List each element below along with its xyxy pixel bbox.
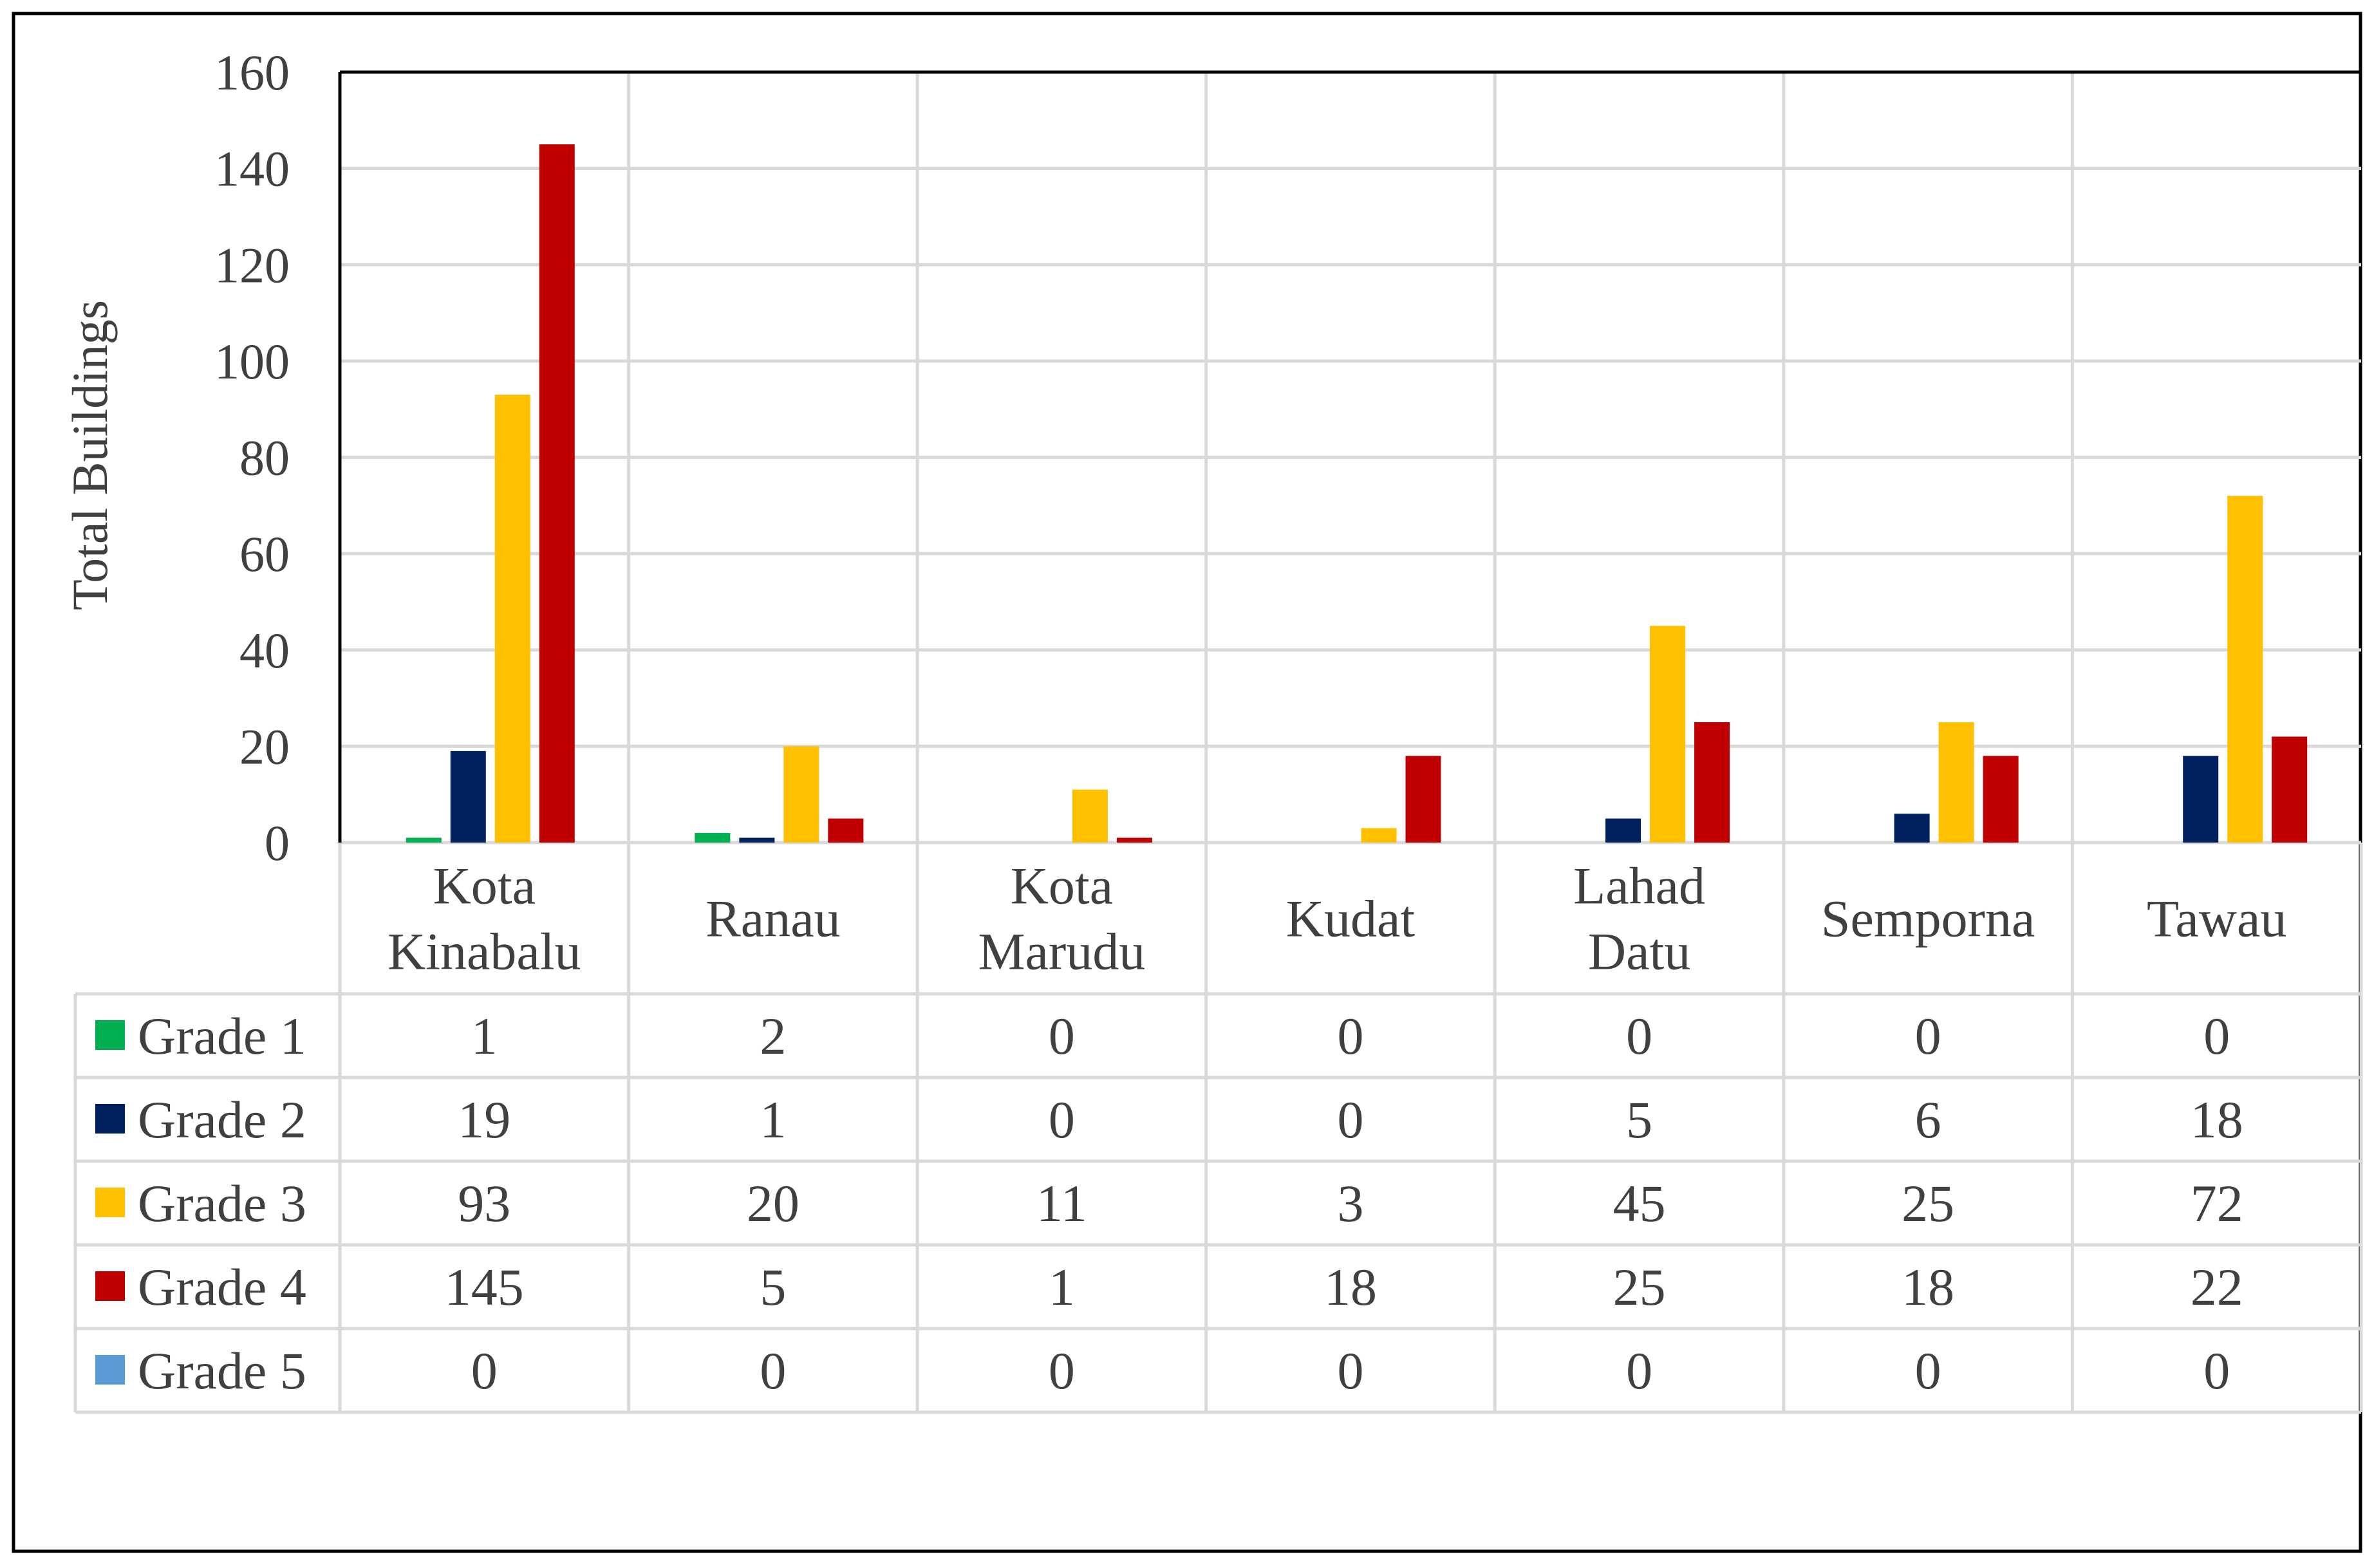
table-value: 0 (2203, 1007, 2230, 1065)
bar-grade-3 (2227, 496, 2263, 843)
category-label: Kota (1011, 857, 1113, 915)
series-name: Grade 4 (138, 1258, 306, 1316)
table-value: 0 (1915, 1341, 1941, 1400)
table-value: 93 (458, 1174, 510, 1233)
y-tick-label: 60 (239, 526, 290, 582)
table-value: 45 (1613, 1174, 1666, 1233)
axes: 0 20 40 60 80 100 120 140 160 (214, 44, 2361, 871)
category-label: Kota (433, 857, 536, 915)
table-value: 18 (2191, 1090, 2243, 1149)
category-label: Tawau (2147, 890, 2286, 948)
series-name: Grade 1 (138, 1007, 306, 1065)
data-table: Kota Kinabalu Ranau Kota Marudu Kudat Lahad Dat… (95, 857, 2286, 1400)
y-tick-label: 160 (214, 44, 290, 100)
table-value: 0 (1049, 1090, 1075, 1149)
bar-grade-4 (2272, 736, 2308, 843)
bar-grade-3 (494, 395, 530, 843)
category-label: Semporna (1821, 890, 2035, 948)
table-value: 0 (760, 1341, 786, 1400)
bar-grade-3 (1072, 789, 1108, 843)
table-value: 0 (2203, 1341, 2230, 1400)
bar-grade-1 (406, 837, 442, 843)
bar-grade-1 (695, 833, 731, 843)
bar-grade-4 (1983, 756, 2019, 843)
legend-key (95, 1271, 125, 1301)
y-tick-label: 40 (239, 622, 290, 678)
table-value: 1 (1049, 1258, 1075, 1316)
series-name: Grade 5 (138, 1341, 306, 1400)
bars (406, 144, 2308, 843)
category-label: Kinabalu (388, 922, 581, 981)
bar-grade-3 (1650, 626, 1686, 843)
category-label: Ranau (706, 890, 840, 948)
series-name: Grade 3 (138, 1174, 306, 1233)
table-value: 6 (1915, 1090, 1941, 1149)
table-value: 1 (471, 1007, 498, 1065)
table-value: 0 (1338, 1090, 1364, 1149)
y-axis-title: Total Buildings (62, 300, 118, 610)
y-tick-label: 100 (214, 333, 290, 389)
table-value: 0 (1338, 1341, 1364, 1400)
bar-grade-4 (828, 818, 864, 843)
y-tick-label: 120 (214, 237, 290, 293)
bar-grade-3 (783, 746, 819, 843)
legend-key (95, 1188, 125, 1217)
series-name: Grade 2 (138, 1090, 306, 1149)
table-value: 22 (2191, 1258, 2243, 1316)
table-value: 2 (760, 1007, 786, 1065)
table-value: 20 (747, 1174, 799, 1233)
bar-grade-4 (1116, 837, 1152, 843)
bar-grade-2 (450, 751, 486, 843)
category-label: Datu (1588, 922, 1690, 981)
bar-grade-2 (1605, 818, 1641, 843)
table-value: 0 (1049, 1341, 1075, 1400)
legend-key (95, 1020, 125, 1050)
bar-grade-2 (739, 837, 775, 843)
y-tick-label: 0 (265, 815, 290, 871)
bar-grade-2 (2183, 756, 2219, 843)
table-value: 25 (1902, 1174, 1954, 1233)
table-value: 5 (760, 1258, 786, 1316)
y-tick-label: 140 (214, 141, 290, 197)
category-label: Kudat (1286, 890, 1416, 948)
table-value: 18 (1324, 1258, 1377, 1316)
table-value: 25 (1613, 1258, 1666, 1316)
bar-grade-2 (1894, 814, 1930, 843)
bar-grade-4 (1694, 722, 1730, 843)
table-value: 11 (1036, 1174, 1087, 1233)
table-value: 19 (458, 1090, 510, 1149)
table-value: 0 (471, 1341, 498, 1400)
bar-grade-4 (1405, 756, 1441, 843)
table-value: 3 (1338, 1174, 1364, 1233)
table-value: 0 (1626, 1007, 1652, 1065)
table-value: 145 (445, 1258, 524, 1316)
table-value: 0 (1049, 1007, 1075, 1065)
table-value: 0 (1626, 1341, 1652, 1400)
table-value: 0 (1338, 1007, 1364, 1065)
gridlines (73, 72, 2363, 1414)
bar-grade-3 (1938, 722, 1974, 843)
legend-key (95, 1104, 125, 1134)
bar-grade-4 (539, 144, 575, 843)
table-value: 1 (760, 1090, 786, 1149)
table-value: 18 (1902, 1258, 1954, 1316)
y-tick-label: 80 (239, 430, 290, 486)
bar-grade-3 (1361, 828, 1397, 843)
table-value: 0 (1915, 1007, 1941, 1065)
category-label: Marudu (978, 922, 1146, 981)
legend-key (95, 1355, 125, 1385)
table-value: 5 (1626, 1090, 1652, 1149)
table-value: 72 (2191, 1174, 2243, 1233)
y-tick-label: 20 (239, 718, 290, 774)
category-label: Lahad (1573, 857, 1705, 915)
